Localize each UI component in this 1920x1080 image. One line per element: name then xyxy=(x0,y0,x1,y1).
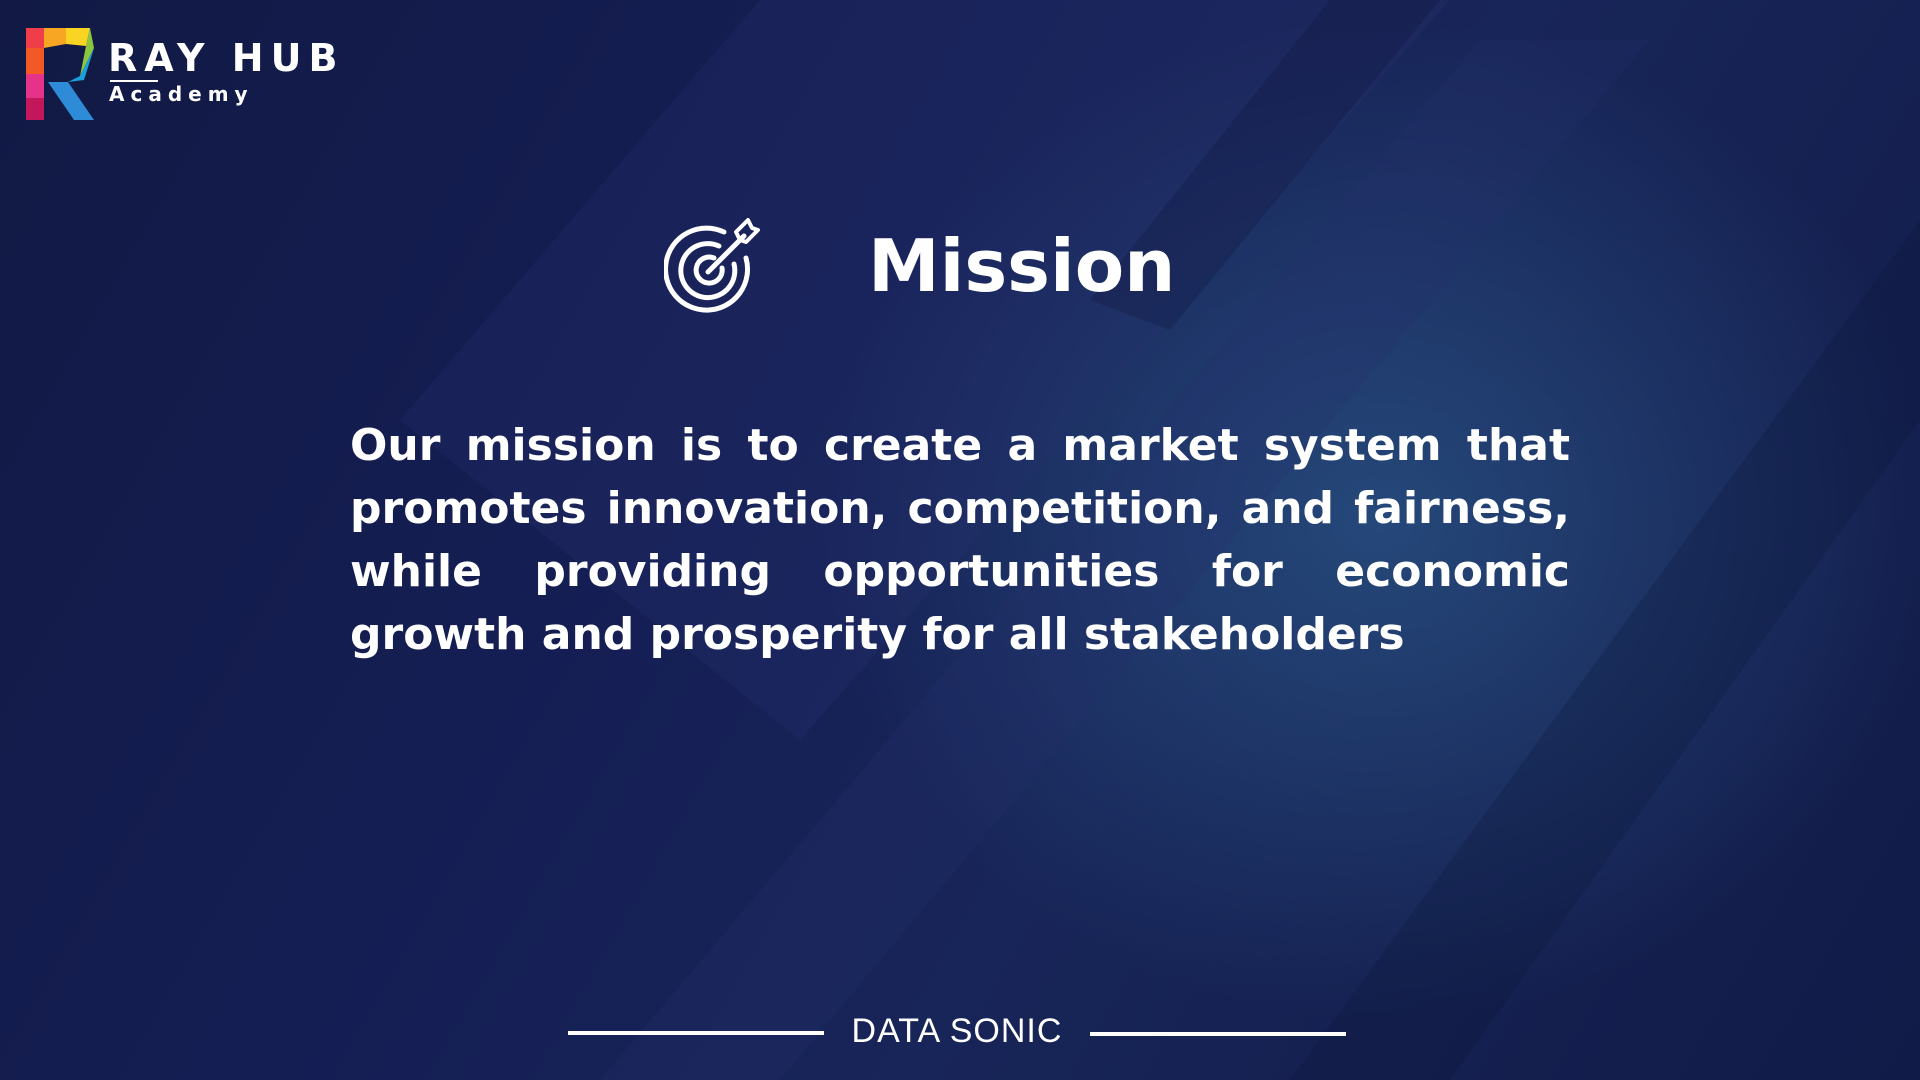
mission-paragraph: Our mission is to create a market system… xyxy=(350,420,1570,660)
ray-hub-logo-mark-icon xyxy=(26,28,94,120)
footer-divider-right xyxy=(1090,1032,1346,1036)
logo-subtitle-text: Academy xyxy=(109,82,254,106)
logo-brand-text: RAY HUB xyxy=(108,36,345,80)
footer-divider-left xyxy=(568,1031,824,1035)
target-arrow-icon xyxy=(664,218,760,313)
footer-label: DATA SONIC xyxy=(851,1012,1063,1050)
footer: DATA SONIC xyxy=(566,1008,1346,1058)
page-title: Mission xyxy=(868,224,1176,308)
logo-divider xyxy=(110,80,158,82)
logo: RAY HUB Academy xyxy=(24,26,344,122)
